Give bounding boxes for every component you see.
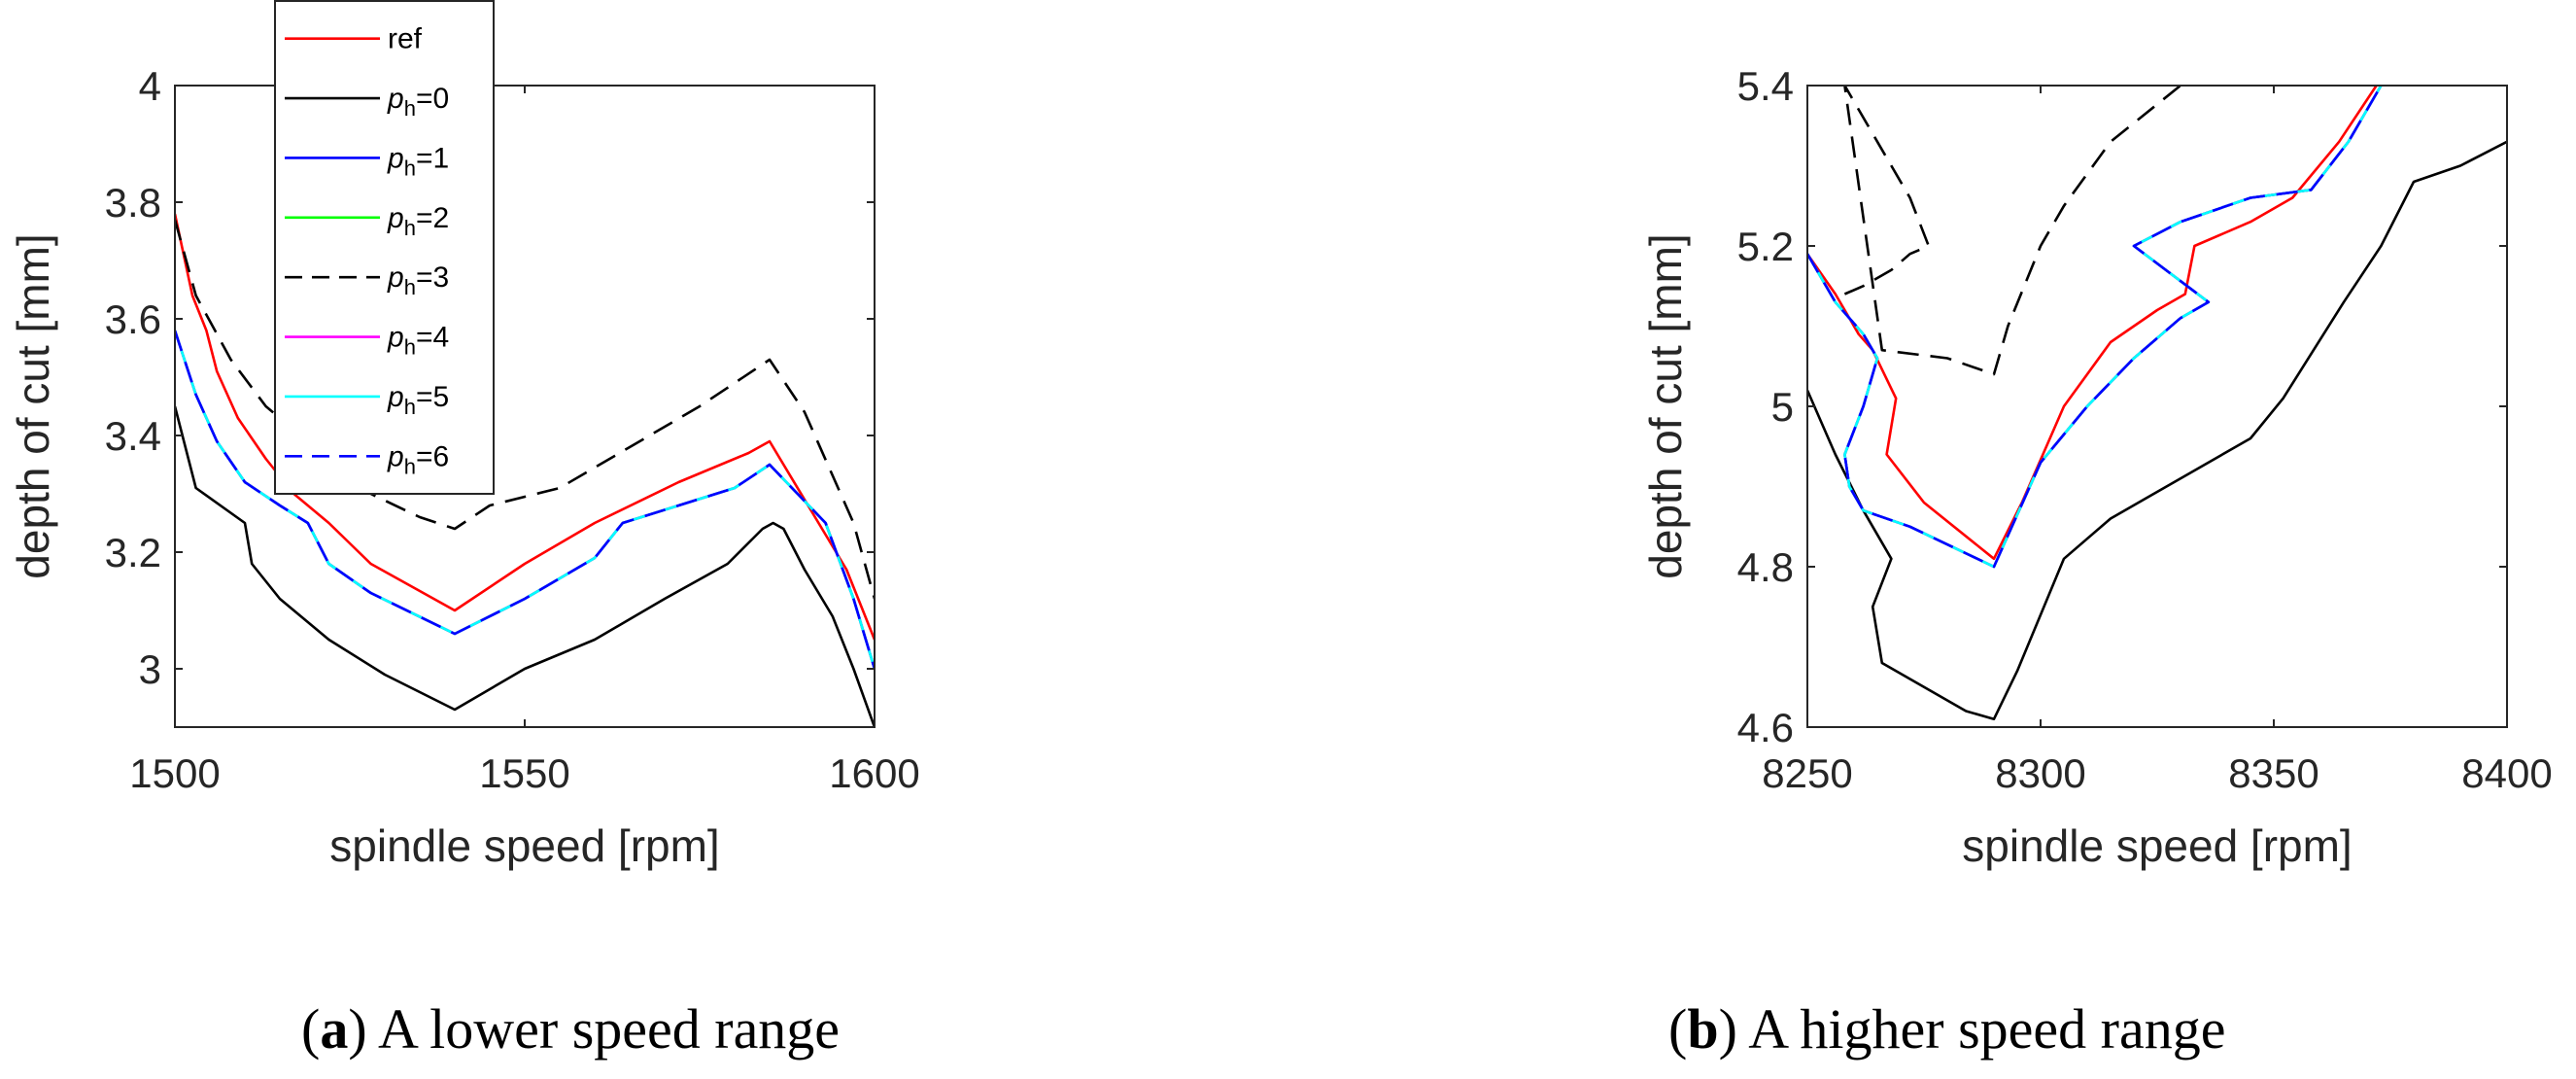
- caption-a-paren-close: ): [348, 997, 378, 1061]
- chart-b-y-tick-label: 4.6: [1737, 705, 1794, 750]
- legend-subscript: h: [404, 395, 416, 419]
- caption-b-letter: b: [1687, 997, 1718, 1061]
- chart-b-axes-box: [1806, 85, 2508, 728]
- chart-a-series-line-7: [175, 330, 875, 670]
- chart-a-legend-label-2: ph=1: [387, 142, 449, 180]
- chart-a-y-tick-label: 3.8: [105, 180, 161, 226]
- chart-b-series-line-5: [1807, 86, 2383, 569]
- legend-symbol: p: [387, 381, 404, 413]
- legend-suffix: =1: [416, 142, 449, 174]
- chart-a-x-axis-label: spindle speed [rpm]: [329, 820, 719, 871]
- chart-a-legend-label-5: ph=4: [387, 322, 449, 360]
- legend-suffix: =5: [416, 381, 449, 413]
- chart-a-series-line-1: [175, 405, 875, 727]
- chart-a-x-tick-label: 1500: [129, 750, 220, 796]
- caption-b-text: A higher speed range: [1748, 997, 2225, 1061]
- chart-a-legend-label-0: ref: [388, 23, 423, 55]
- chart-a-legend-box: [274, 0, 495, 495]
- chart-b-x-axis-label: spindle speed [rpm]: [1962, 820, 2352, 871]
- panel-a-lower-speed-chart: 1500 1550 1600 3 3.2 3.4 3.6 3.8 4 spindle speed …: [8, 0, 920, 871]
- chart-a-y-axis-label: depth of cut [mm]: [8, 233, 58, 578]
- legend-symbol: p: [387, 261, 404, 294]
- panel-b-higher-speed-chart: 8250 8300 8350 8400 4.6 4.8 5 5.2 5.4 spindle spe…: [1640, 63, 2553, 871]
- chart-a-y-tick-label: 3.6: [105, 296, 161, 342]
- chart-a-y-tick-label: 3.2: [105, 530, 161, 575]
- legend-symbol: p: [387, 202, 404, 234]
- caption-b-paren-open: (: [1668, 997, 1687, 1061]
- chart-a-y-tick-label: 4: [139, 63, 161, 109]
- chart-b-series-line-0: [1807, 86, 2378, 561]
- chart-b-series-line-7: [1807, 86, 2383, 569]
- legend-subscript: h: [404, 275, 416, 299]
- legend-suffix: =3: [416, 261, 449, 294]
- chart-b-y-tick-label: 5.2: [1737, 224, 1794, 269]
- legend-suffix: =4: [416, 322, 449, 354]
- chart-b-x-tick-label: 8300: [1995, 750, 2085, 796]
- chart-b-series-group: [1807, 86, 2507, 721]
- caption-a-paren-open: (: [301, 997, 320, 1061]
- legend-symbol: p: [387, 322, 404, 354]
- chart-b-series-line-4: [1843, 86, 2181, 376]
- legend-subscript: h: [404, 454, 416, 478]
- chart-a-x-tick-label: 1550: [479, 750, 569, 796]
- chart-a-legend-label-7: ph=6: [387, 440, 449, 478]
- chart-b-x-tick-label: 8250: [1762, 750, 1852, 796]
- legend-suffix: =2: [416, 202, 449, 234]
- caption-b: (b) A higher speed range: [1668, 997, 2225, 1061]
- chart-b-series-line-1: [1807, 140, 2507, 721]
- chart-a-legend-label-4: ph=3: [387, 261, 449, 299]
- chart-b-series-line-3: [1807, 86, 2383, 569]
- chart-a-series-line-0: [175, 213, 875, 641]
- chart-a-legend-label-1: ph=0: [387, 83, 449, 121]
- legend-subscript: h: [404, 156, 416, 180]
- legend-suffix: =0: [416, 83, 449, 115]
- chart-b-series-line-6: [1807, 86, 2383, 569]
- caption-a-letter: a: [320, 997, 348, 1061]
- chart-a-series-group: [175, 213, 875, 727]
- legend-subscript: h: [404, 216, 416, 240]
- chart-a-legend-label-6: ph=5: [387, 381, 449, 419]
- legend-subscript: h: [404, 335, 416, 360]
- legend-symbol: p: [387, 440, 404, 472]
- chart-b-y-tick-label: 5.4: [1737, 63, 1794, 109]
- caption-b-paren-close: ): [1719, 997, 1749, 1061]
- chart-b-series-line-2: [1807, 86, 2383, 569]
- chart-a-y-tick-label: 3: [139, 646, 161, 692]
- chart-a-legend-label-3: ph=2: [387, 202, 449, 240]
- chart-a-y-tick-label: 3.4: [105, 413, 161, 459]
- legend-suffix: =6: [416, 440, 449, 472]
- chart-b-y-tick-label: 5: [1771, 384, 1794, 430]
- legend-symbol: p: [387, 83, 404, 115]
- caption-a-text: A lower speed range: [378, 997, 840, 1061]
- chart-b-x-tick-label: 8400: [2461, 750, 2552, 796]
- chart-b-y-tick-label: 4.8: [1737, 544, 1794, 590]
- chart-b-x-tick-label: 8350: [2228, 750, 2318, 796]
- chart-a-x-tick-label: 1600: [829, 750, 919, 796]
- legend-symbol: p: [387, 142, 404, 174]
- chart-a-series-line-4: [175, 219, 875, 600]
- chart-b-y-axis-label: depth of cut [mm]: [1640, 233, 1691, 578]
- caption-a: (a) A lower speed range: [301, 997, 840, 1061]
- legend-subscript: h: [404, 96, 416, 121]
